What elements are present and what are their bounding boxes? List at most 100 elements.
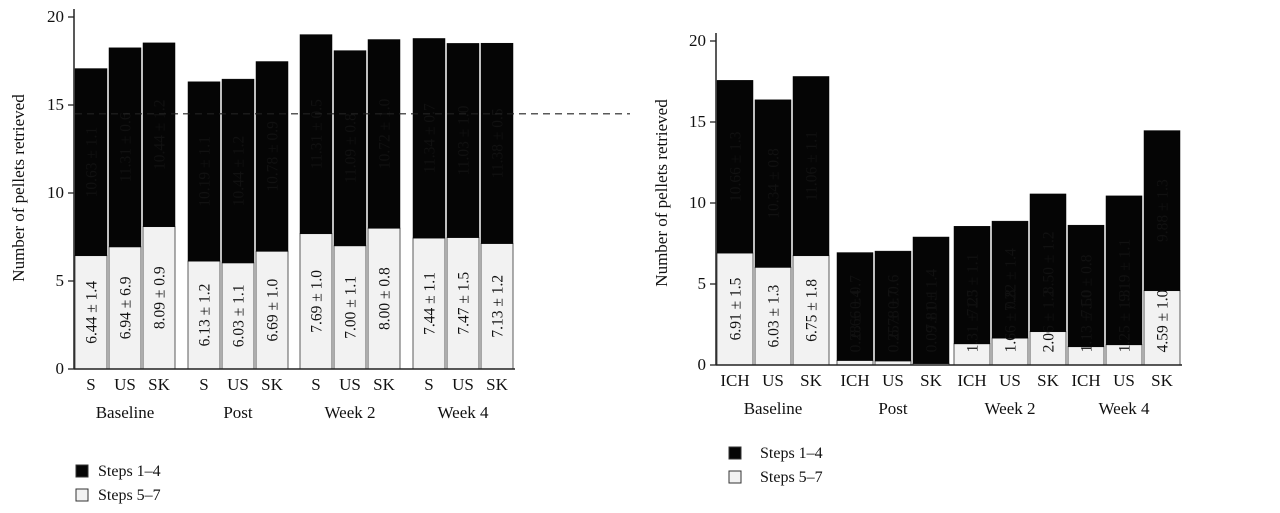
x-category-label-baseline-us: US: [114, 375, 136, 394]
x-category-labels: ICH US SK ICH US SK ICH US SK ICH US SK: [720, 371, 1173, 390]
bar-steps-5-7-baseline-s: [74, 255, 108, 370]
bar-steps-1-4-baseline-us: [108, 47, 142, 248]
x-category-label-baseline-ich: ICH: [720, 371, 749, 390]
chart-right: Number of pellets retrieved 0 5 10 15 20 10.…: [652, 31, 1182, 486]
data-label-steps-1-4-baseline-ich: 10.66 ± 1.3: [728, 131, 745, 202]
bar-steps-1-4-baseline-s: [74, 68, 108, 256]
legend: Steps 1–4 Steps 5–7: [728, 445, 823, 486]
data-label-steps-5-7-week-2-sk: 8.00 ± 0.8: [377, 267, 394, 330]
data-label-steps-5-7-week-4-s: 7.44 ± 1.1: [422, 272, 439, 335]
data-label-steps-1-4-post-sk: 7.81 ± 1.4: [924, 269, 941, 332]
data-label-steps-5-7-baseline-us: 6.94 ± 6.9: [118, 276, 135, 339]
data-label-steps-1-4-post-s: 10.19 ± 1.1: [197, 136, 214, 207]
data-label-steps-1-4-week-2-us: 11.09 ± 0.8: [343, 113, 360, 183]
data-label-steps-5-7-week-2-sk: 2.06 ± 1.2: [1041, 290, 1058, 353]
y-tick-label: 10: [47, 183, 64, 202]
data-label-steps-5-7-baseline-ich: 6.91 ± 1.5: [728, 277, 745, 340]
legend-label-steps-5-7: Steps 5–7: [98, 487, 161, 504]
data-label-steps-5-7-post-us: 6.03 ± 1.1: [231, 285, 248, 348]
bar-steps-1-4-week-4-sk: [1143, 130, 1181, 291]
y-tick-label: 15: [47, 95, 64, 114]
data-label-steps-1-4-baseline-sk: 10.44 ± 1.2: [152, 99, 169, 170]
bar-steps-5-7-week-4-s: [412, 237, 446, 370]
bar-steps-1-4-week-2-s: [299, 34, 333, 234]
data-label-steps-1-4-week-4-sk: 9.88 ± 1.3: [1155, 179, 1172, 242]
bar-steps-1-4-baseline-sk: [792, 76, 830, 256]
data-label-steps-5-7-baseline-sk: 6.75 ± 1.8: [804, 279, 821, 342]
data-label-steps-5-7-baseline-sk: 8.09 ± 0.9: [152, 266, 169, 329]
data-label-steps-1-4-week-2-sk: 10.72 ± 1.0: [377, 98, 394, 169]
legend: Steps 1–4 Steps 5–7: [75, 463, 161, 504]
data-label-steps-5-7-week-2-s: 7.69 ± 1.0: [309, 270, 326, 333]
data-label-steps-5-7-week-4-us: 7.47 ± 1.5: [456, 272, 473, 335]
x-category-label-week-4-us: US: [452, 375, 474, 394]
x-category-labels: S US SK S US SK S US SK S US SK: [86, 375, 508, 394]
legend-swatch-steps-1-4: [75, 464, 89, 478]
data-label-steps-1-4-week-4-s: 11.34 ± 0.7: [422, 103, 439, 173]
data-label-steps-1-4-post-us: 10.44 ± 1.2: [231, 136, 248, 207]
x-category-label-week-4-s: S: [424, 375, 433, 394]
bar-steps-1-4-week-2-us: [991, 220, 1029, 339]
data-label-steps-5-7-baseline-us: 6.03 ± 1.3: [766, 285, 783, 348]
bar-steps-1-4-week-2-sk: [1029, 193, 1067, 332]
bar-steps-1-4-post-s: [187, 81, 221, 262]
data-label-steps-1-4-baseline-s: 10.63 ± 1.1: [84, 127, 101, 198]
bar-steps-1-4-baseline-sk: [142, 42, 176, 227]
data-label-steps-5-7-week-4-us: 1.25 ± 1.3: [1117, 289, 1134, 352]
legend-label-steps-1-4: Steps 1–4: [98, 463, 161, 480]
x-category-label-post-us: US: [882, 371, 904, 390]
bar-steps-1-4-week-4-us: [446, 43, 480, 238]
bar-steps-1-4-baseline-ich: [716, 80, 754, 254]
x-category-label-post-us: US: [227, 375, 249, 394]
legend-label-steps-1-4: Steps 1–4: [760, 445, 823, 462]
x-group-label-baseline: Baseline: [744, 399, 803, 418]
data-label-steps-1-4-week-4-us: 11.03 ± 1.0: [456, 105, 473, 175]
bar-steps-1-4-post-sk: [255, 61, 289, 252]
x-category-label-week-2-us: US: [339, 375, 361, 394]
bar-steps-1-4-post-us: [874, 250, 912, 362]
x-group-labels: Baseline Post Week 2 Week 4: [744, 399, 1150, 418]
data-label-steps-1-4-post-sk: 10.78 ± 0.9: [265, 121, 282, 192]
x-category-label-week-2-sk: SK: [373, 375, 395, 394]
bar-steps-1-4-week-4-us: [1105, 195, 1143, 345]
data-label-steps-5-7-post-sk: 6.69 ± 1.0: [265, 279, 282, 342]
bar-steps-5-7-week-4-sk: [480, 243, 514, 370]
bar-steps-1-4-week-4-s: [412, 38, 446, 239]
y-ticks: 0 5 10 15 20: [689, 31, 716, 374]
bar-steps-5-7-post-us: [221, 262, 255, 370]
data-label-steps-5-7-post-s: 6.13 ± 1.2: [197, 284, 214, 347]
y-tick-label: 15: [689, 112, 706, 131]
bar-steps-1-4-post-sk: [912, 236, 950, 364]
x-group-label-week-2: Week 2: [324, 403, 375, 422]
data-label-steps-1-4-week-4-sk: 11.38 ± 0.5: [490, 108, 507, 178]
data-label-steps-5-7-post-ich: 0.28 ± 0.4: [848, 289, 865, 352]
data-label-steps-5-7-post-us: 0.25 ± 0.7: [886, 289, 903, 352]
x-category-label-post-ich: ICH: [840, 371, 869, 390]
x-category-label-week-4-sk: SK: [486, 375, 508, 394]
data-label-steps-1-4-post-us: 6.78 ± 0.6: [886, 274, 903, 337]
data-label-steps-1-4-week-2-ich: 7.25 ± 1.1: [965, 254, 982, 317]
x-category-label-week-4-ich: ICH: [1071, 371, 1100, 390]
x-category-label-post-sk: SK: [261, 375, 283, 394]
y-tick-label: 20: [689, 31, 706, 50]
x-category-label-week-2-s: S: [311, 375, 320, 394]
y-tick-label: 0: [698, 355, 707, 374]
bar-steps-5-7-week-4-us: [446, 237, 480, 370]
y-tick-label: 10: [689, 193, 706, 212]
x-group-labels: Baseline Post Week 2 Week 4: [96, 403, 489, 422]
legend-label-steps-5-7: Steps 5–7: [760, 469, 823, 486]
x-category-label-week-4-us: US: [1113, 371, 1135, 390]
x-group-label-week-4: Week 4: [1098, 399, 1150, 418]
bar-steps-1-4-baseline-us: [754, 99, 792, 268]
y-tick-label: 5: [56, 271, 65, 290]
y-tick-label: 5: [698, 274, 707, 293]
data-label-steps-5-7-post-sk: 0.09 ± 0.1: [924, 290, 941, 353]
x-category-label-baseline-sk: SK: [148, 375, 170, 394]
data-label-steps-1-4-week-2-us: 7.22 ± 1.4: [1003, 248, 1020, 311]
x-category-label-baseline-us: US: [762, 371, 784, 390]
x-group-label-week-2: Week 2: [984, 399, 1035, 418]
x-category-label-week-2-ich: ICH: [957, 371, 986, 390]
x-group-label-baseline: Baseline: [96, 403, 155, 422]
data-label-steps-1-4-week-2-sk: 8.50 ± 1.2: [1041, 231, 1058, 294]
